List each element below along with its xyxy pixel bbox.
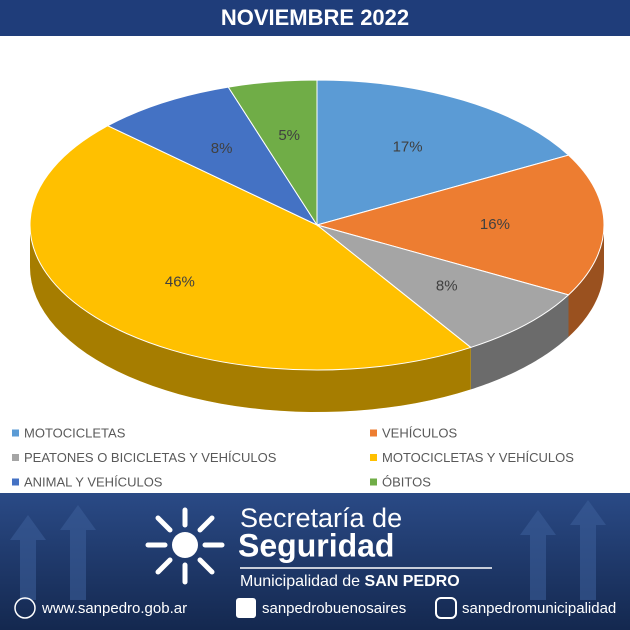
- legend-label: ÓBITOS: [382, 474, 431, 489]
- website[interactable]: www.sanpedro.gob.ar: [41, 600, 187, 617]
- slice-side: [30, 225, 471, 412]
- legend-label: VEHÍCULOS: [382, 425, 457, 440]
- slice-side-shade: [30, 225, 471, 412]
- slice-side: [568, 225, 604, 337]
- legend-swatch: [370, 478, 377, 486]
- footer-decoration: [10, 500, 606, 600]
- web-icon: [14, 597, 36, 619]
- legend-label: MOTOCICLETAS: [24, 425, 126, 440]
- legend-label: ANIMAL Y VEHÍCULOS: [24, 474, 163, 489]
- footer-line3-text: Municipalidad de: [240, 573, 360, 590]
- legend: MOTOCICLETAS VEHÍCULOS PEATONES O BICICLET…: [12, 425, 574, 489]
- header-bar: [0, 0, 630, 36]
- chart-title: NOVIEMBRE 2022: [221, 5, 409, 30]
- footer-line3-bold: SAN PEDRO: [365, 573, 460, 590]
- slice-side-shade: [568, 225, 604, 337]
- data-label: 16%: [480, 216, 510, 233]
- instagram[interactable]: sanpedromunicipalidad: [462, 600, 616, 617]
- legend-swatch: [370, 454, 377, 461]
- facebook[interactable]: sanpedrobuenosaires: [262, 600, 406, 617]
- logo-icon: [145, 507, 225, 585]
- slice-side-shade: [470, 294, 569, 390]
- legend-label: MOTOCICLETAS Y VEHÍCULOS: [382, 450, 574, 465]
- slice: [29, 125, 472, 371]
- slice: [316, 79, 570, 226]
- slice: [316, 224, 570, 348]
- data-label: 46%: [165, 273, 195, 290]
- pie: 17% 16% 8% 46% 8% 5%: [29, 79, 605, 412]
- footer-line2: Seguridad: [238, 527, 394, 563]
- data-label: 8%: [436, 278, 458, 295]
- legend-swatch: [12, 429, 19, 437]
- slice-side: [470, 294, 569, 390]
- legend-swatch: [12, 478, 19, 486]
- data-label: 5%: [278, 127, 300, 144]
- slice: [106, 86, 319, 227]
- legend-swatch: [370, 429, 377, 437]
- data-label: 8%: [211, 140, 233, 157]
- footer-bar: [0, 493, 630, 630]
- footer-line3: Municipalidad de SAN PEDRO: [240, 573, 460, 590]
- slice: [315, 154, 605, 296]
- legend-swatch: [12, 454, 19, 461]
- facebook-icon: [236, 598, 256, 618]
- footer-line1: Secretaría de: [240, 503, 402, 533]
- slice: [227, 79, 318, 227]
- data-label: 17%: [393, 139, 423, 156]
- instagram-icon: [435, 597, 457, 619]
- legend-label: PEATONES O BICICLETAS Y VEHÍCULOS: [24, 450, 277, 465]
